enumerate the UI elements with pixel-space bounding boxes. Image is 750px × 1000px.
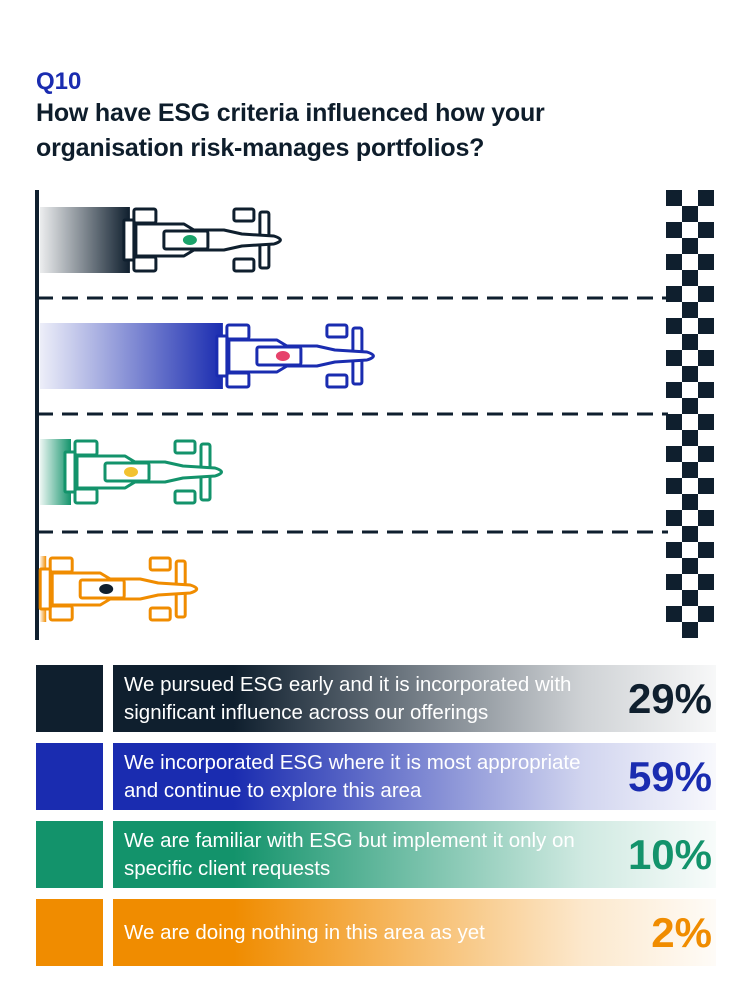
bar-1 [40, 207, 130, 273]
flag-square [682, 366, 698, 382]
flag-square [666, 574, 682, 590]
flag-square [666, 254, 682, 270]
flag-square [698, 414, 714, 430]
legend-item: We are familiar with ESG but implement i… [36, 821, 716, 888]
flag-square [682, 590, 698, 606]
flag-square [682, 462, 698, 478]
flag-square [682, 334, 698, 350]
flag-square [666, 414, 682, 430]
legend-percent: 2% [651, 908, 712, 956]
flag-square [682, 206, 698, 222]
flag-square [698, 574, 714, 590]
race-track-chart [35, 190, 714, 640]
legend-swatch [36, 665, 103, 732]
legend-label: We are doing nothing in this area as yet [124, 920, 485, 944]
legend-band [113, 899, 716, 966]
flag-square [666, 350, 682, 366]
chart-title: How have ESG criteria influenced how you… [36, 99, 545, 162]
flag-square [698, 510, 714, 526]
flag-square [666, 478, 682, 494]
checkered-flag-icon [666, 190, 714, 638]
flag-square [698, 254, 714, 270]
flag-square [698, 350, 714, 366]
flag-square [666, 190, 682, 206]
flag-square [698, 478, 714, 494]
legend-percent: 10% [627, 830, 712, 878]
flag-square [698, 446, 714, 462]
legend-band [113, 821, 716, 888]
legend-band [113, 743, 716, 810]
flag-square [682, 270, 698, 286]
legend-swatch [36, 743, 103, 810]
race-car-icon [63, 439, 223, 505]
legend-swatch [36, 821, 103, 888]
flag-square [698, 382, 714, 398]
flag-square [698, 286, 714, 302]
flag-square [698, 222, 714, 238]
flag-square [698, 190, 714, 206]
flag-square [698, 542, 714, 558]
flag-square [698, 318, 714, 334]
race-car-icon [38, 556, 199, 622]
flag-square [666, 286, 682, 302]
legend-percent: 29% [627, 674, 712, 722]
flag-square [666, 222, 682, 238]
race-car-icon [122, 207, 282, 273]
legend-label: We incorporated ESG where it is most app… [124, 750, 581, 802]
legend-swatch [36, 899, 103, 966]
flag-square [666, 606, 682, 622]
flag-square [682, 430, 698, 446]
flag-square [682, 622, 698, 638]
bar-2 [40, 323, 223, 389]
flag-square [682, 494, 698, 510]
legend-label: We pursued ESG early and it is incorpora… [124, 672, 572, 724]
legend-label: We are familiar with ESG but implement i… [124, 828, 575, 880]
flag-square [666, 382, 682, 398]
flag-square [666, 446, 682, 462]
flag-square [698, 606, 714, 622]
legend-band [113, 665, 716, 732]
flag-square [682, 558, 698, 574]
flag-square [682, 302, 698, 318]
flag-square [682, 398, 698, 414]
flag-square [666, 542, 682, 558]
flag-square [682, 526, 698, 542]
chart-heading: Q10 How have ESG criteria influenced how… [36, 68, 676, 166]
legend-item: We are doing nothing in this area as yet… [36, 899, 716, 966]
race-car-icon [215, 323, 375, 389]
flag-square [666, 318, 682, 334]
question-number: Q10 [36, 68, 82, 95]
flag-square [666, 510, 682, 526]
flag-square [682, 238, 698, 254]
legend-item: We incorporated ESG where it is most app… [36, 743, 716, 810]
legend-item: We pursued ESG early and it is incorpora… [36, 665, 716, 732]
legend-percent: 59% [627, 752, 712, 800]
